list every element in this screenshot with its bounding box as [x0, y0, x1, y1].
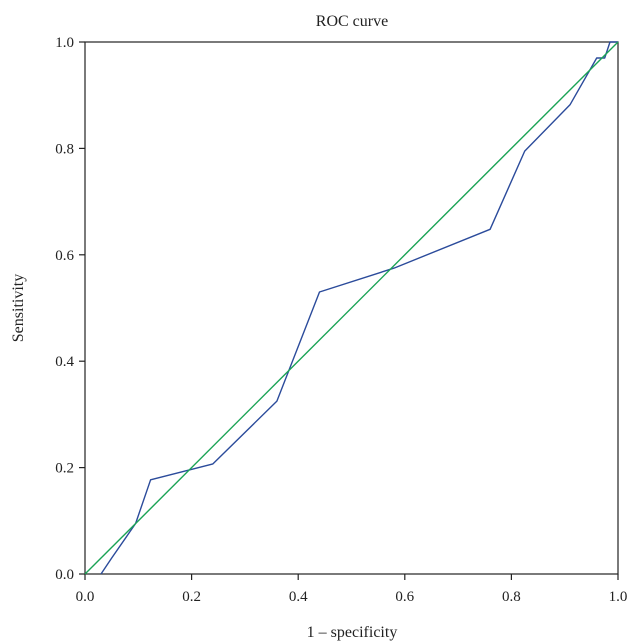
y-tick-label: 1.0	[55, 35, 74, 51]
y-tick-label: 0.4	[55, 354, 74, 370]
x-tick-label: 0.0	[76, 589, 95, 605]
x-tick-label: 0.6	[395, 589, 414, 605]
y-tick-label: 0.2	[55, 461, 74, 477]
x-axis-label: 1 – specificity	[307, 624, 398, 641]
roc-curve-line	[100, 41, 618, 575]
x-tick-label: 0.2	[182, 589, 201, 605]
x-tick-label: 1.0	[609, 589, 628, 605]
y-tick-label: 0.6	[55, 248, 74, 264]
series-group	[84, 41, 619, 575]
y-axis-label: Sensitivity	[10, 274, 27, 342]
x-tick-label: 0.4	[289, 589, 308, 605]
y-tick-label: 0.8	[55, 141, 74, 157]
y-tick-label: 0.0	[55, 567, 74, 583]
plot-frame	[84, 41, 619, 575]
chart-title: ROC curve	[316, 13, 388, 30]
x-tick-label: 0.8	[502, 589, 521, 605]
axis-ticks: 0.0 0.2 0.4 0.6 0.8 1.0 0.0 0.2 0.4 0.6 0.8 1.0	[55, 35, 627, 605]
reference-diagonal-line	[84, 41, 619, 575]
